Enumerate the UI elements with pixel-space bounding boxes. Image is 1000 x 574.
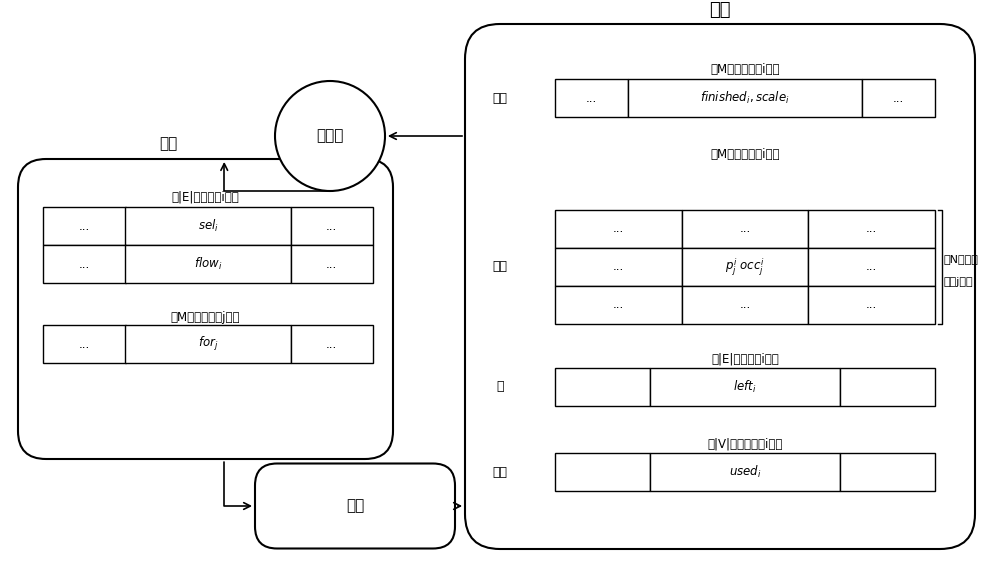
Bar xyxy=(682,248,808,286)
Bar xyxy=(840,368,935,406)
Text: $finished_i,scale_i$: $finished_i,scale_i$ xyxy=(700,90,790,106)
Circle shape xyxy=(275,81,385,191)
Bar xyxy=(682,286,808,324)
Text: ...: ... xyxy=(326,219,337,232)
Text: ...: ... xyxy=(613,223,624,235)
Bar xyxy=(126,245,290,283)
Bar xyxy=(555,286,682,324)
Bar xyxy=(840,453,935,491)
Text: ...: ... xyxy=(613,261,624,273)
FancyBboxPatch shape xyxy=(255,463,455,549)
Bar xyxy=(808,286,935,324)
Text: ...: ... xyxy=(613,298,624,312)
Text: $flow_i$: $flow_i$ xyxy=(194,256,222,272)
Text: 共|E|条边（第i个）: 共|E|条边（第i个） xyxy=(172,191,239,204)
Text: $left_i$: $left_i$ xyxy=(733,379,757,395)
Bar xyxy=(808,210,935,248)
Text: 需求: 需求 xyxy=(492,91,508,104)
Bar xyxy=(126,207,290,245)
Bar xyxy=(43,207,126,245)
Bar xyxy=(555,210,682,248)
Bar xyxy=(43,245,126,283)
Bar xyxy=(682,210,808,248)
Text: （第j条）: （第j条） xyxy=(943,277,973,287)
Text: 动作: 动作 xyxy=(159,136,177,151)
Text: 共N条路径: 共N条路径 xyxy=(943,254,978,264)
Text: ...: ... xyxy=(326,338,337,351)
Bar xyxy=(126,325,290,363)
Bar xyxy=(290,207,373,245)
Text: ...: ... xyxy=(79,258,90,270)
Text: $p_j^i\ occ_j^i$: $p_j^i\ occ_j^i$ xyxy=(725,257,765,278)
Text: 环境: 环境 xyxy=(346,498,364,514)
Text: 状态: 状态 xyxy=(709,1,731,19)
Text: 共|E|条边（第i个）: 共|E|条边（第i个） xyxy=(711,352,779,366)
Text: ...: ... xyxy=(79,338,90,351)
FancyBboxPatch shape xyxy=(465,24,975,549)
Bar xyxy=(555,453,650,491)
Bar xyxy=(628,79,862,117)
Text: ...: ... xyxy=(739,223,751,235)
Text: 智能体: 智能体 xyxy=(316,129,344,144)
Text: ...: ... xyxy=(586,91,597,104)
Bar xyxy=(650,368,840,406)
Text: ...: ... xyxy=(739,298,751,312)
Text: 共M条需求（第i个）: 共M条需求（第i个） xyxy=(710,149,780,161)
Bar xyxy=(862,79,935,117)
Text: 节点: 节点 xyxy=(492,466,508,479)
Bar xyxy=(290,245,373,283)
Bar xyxy=(43,325,126,363)
Bar xyxy=(808,248,935,286)
Text: ...: ... xyxy=(866,261,877,273)
Text: $sel_i$: $sel_i$ xyxy=(198,218,218,234)
Text: $used_i$: $used_i$ xyxy=(729,464,761,480)
Text: ...: ... xyxy=(326,258,337,270)
Text: ...: ... xyxy=(866,223,877,235)
Text: ...: ... xyxy=(866,298,877,312)
Bar xyxy=(555,248,682,286)
FancyBboxPatch shape xyxy=(18,159,393,459)
Text: 共M条需求（第j个）: 共M条需求（第j个） xyxy=(171,312,240,324)
Text: 边: 边 xyxy=(496,381,504,394)
Bar xyxy=(555,79,628,117)
Bar xyxy=(650,453,840,491)
Text: 共|V|个节点（第i个）: 共|V|个节点（第i个） xyxy=(707,437,783,451)
Text: ...: ... xyxy=(893,91,904,104)
Text: ...: ... xyxy=(79,219,90,232)
Bar xyxy=(290,325,373,363)
Text: $for_j$: $for_j$ xyxy=(198,335,218,353)
Text: 共M条需求（第i个）: 共M条需求（第i个） xyxy=(710,63,780,76)
Bar xyxy=(555,368,650,406)
Text: 路径: 路径 xyxy=(492,261,508,273)
